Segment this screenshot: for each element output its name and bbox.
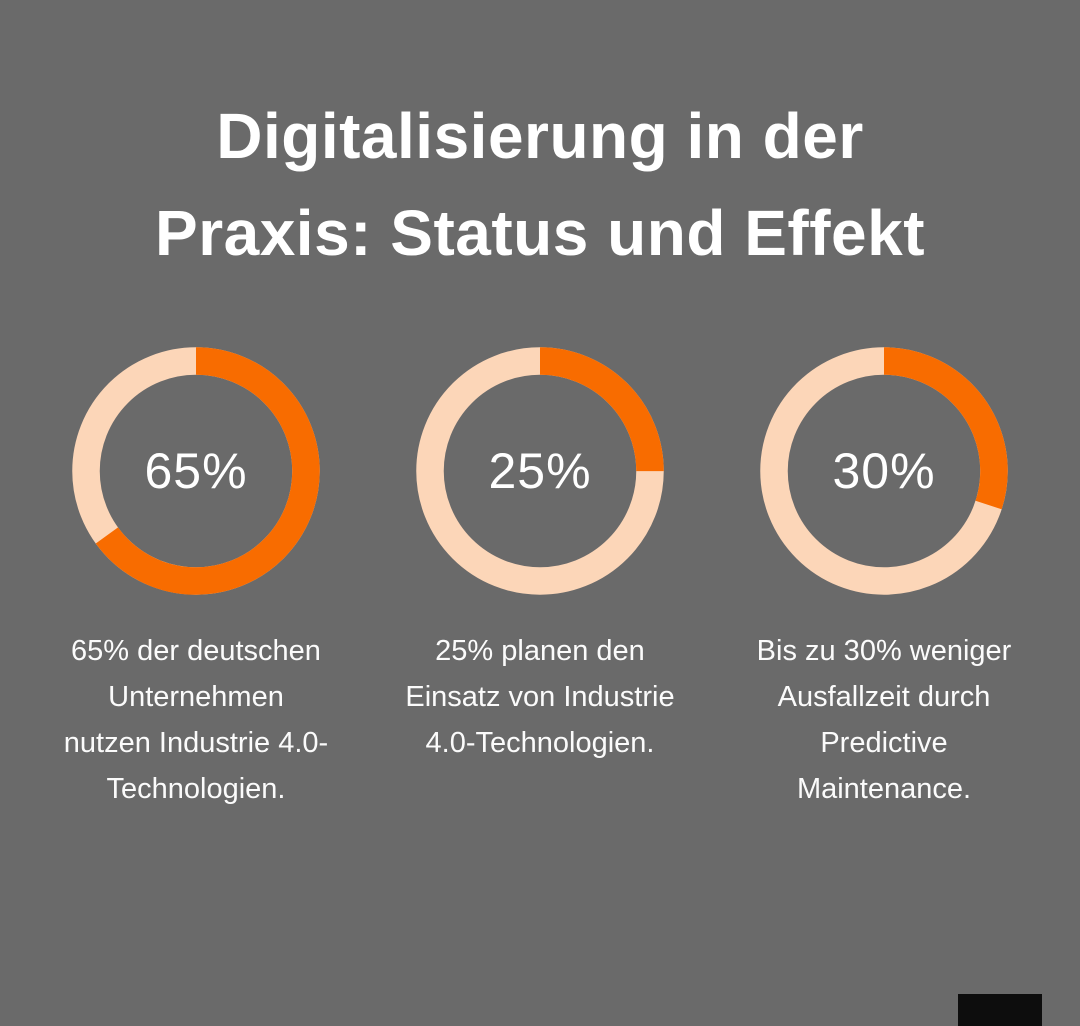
page-title: Digitalisierung in der Praxis: Status un… bbox=[155, 100, 925, 269]
donut-ring-25 bbox=[416, 347, 664, 595]
logo-brand-line1: DEALER bbox=[988, 1024, 1038, 1026]
donut-chart-65: 65% bbox=[71, 346, 321, 596]
donut-ring-65 bbox=[72, 347, 320, 595]
percent-label-30: 30% bbox=[832, 443, 936, 499]
stat-column-3: 30% Bis zu 30% weniger Ausfallzeit durch… bbox=[714, 346, 1054, 812]
stat-caption-30: Bis zu 30% weniger Ausfallzeit durch Pre… bbox=[756, 635, 1012, 805]
stat-caption-65: 65% der deutschen Unternehmen nutzen Ind… bbox=[63, 635, 329, 805]
donut-chart-25: 25% bbox=[415, 346, 665, 596]
dealer-recode-logo: R DEALER RECODE bbox=[958, 994, 1042, 1026]
donut-chart-30: 30% bbox=[759, 346, 1009, 596]
stat-column-1: 65% 65% der deutschen Unternehmen nutzen… bbox=[26, 346, 366, 812]
percent-label-25: 25% bbox=[488, 443, 592, 499]
percent-label-65: 65% bbox=[144, 443, 248, 499]
donut-ring-30 bbox=[760, 347, 1008, 595]
stat-column-2: 25% 25% planen den Einsatz von Industrie… bbox=[370, 346, 710, 812]
donut-charts-row: 65% 65% der deutschen Unternehmen nutzen… bbox=[0, 346, 1080, 812]
logo-text: DEALER RECODE bbox=[988, 1024, 1038, 1026]
stat-caption-25: 25% planen den Einsatz von Industrie 4.0… bbox=[405, 635, 675, 759]
